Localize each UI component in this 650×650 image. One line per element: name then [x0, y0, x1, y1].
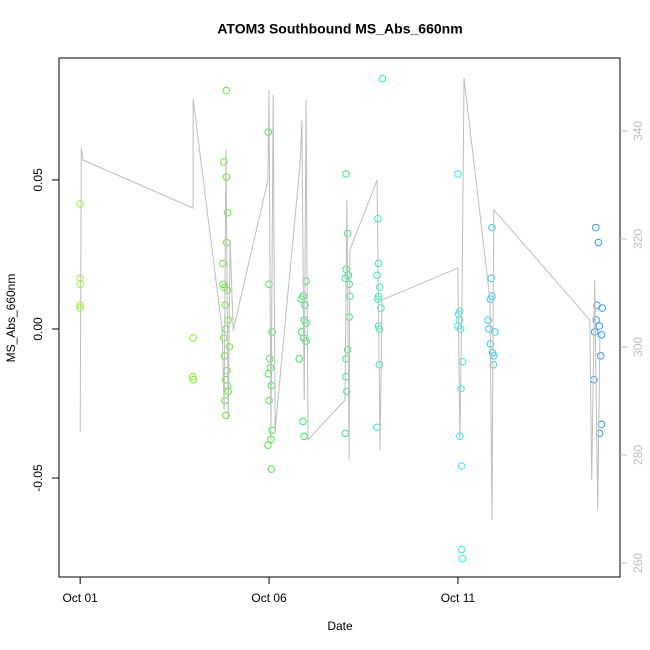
point [295, 354, 304, 363]
point [219, 259, 227, 268]
point [457, 462, 466, 470]
point [372, 423, 381, 432]
point [222, 325, 230, 333]
point [76, 301, 84, 309]
point [456, 325, 465, 333]
point [484, 316, 492, 324]
chart-title: ATOM3 Southbound MS_Abs_660nm [217, 21, 462, 37]
point [76, 274, 84, 283]
y2-tick-label: 320 [631, 229, 645, 249]
point [300, 432, 308, 441]
point [377, 304, 385, 312]
point [595, 429, 604, 438]
point [488, 223, 496, 232]
point [373, 271, 381, 280]
point [76, 280, 84, 289]
point [343, 387, 351, 396]
point [302, 319, 310, 327]
point [302, 277, 310, 286]
point [378, 74, 387, 83]
point [485, 325, 493, 333]
y2-tick-label: 280 [631, 445, 645, 465]
y2-tick-label: 260 [631, 553, 645, 573]
plot-frame [58, 57, 621, 578]
point [458, 357, 467, 366]
point [345, 313, 353, 321]
point [595, 322, 604, 330]
point [223, 366, 231, 375]
y-axis-label: MS_Abs_660nm [4, 274, 18, 363]
y-tick-label: 0.00 [31, 317, 45, 341]
point [374, 259, 383, 268]
line-series [79, 77, 601, 520]
point [592, 223, 600, 232]
point [375, 283, 384, 292]
point [597, 331, 606, 339]
point [592, 316, 601, 324]
point [222, 411, 230, 420]
point [345, 280, 353, 289]
point [221, 396, 229, 405]
point [491, 328, 499, 336]
point [598, 304, 607, 312]
point [343, 346, 352, 354]
point [224, 316, 233, 324]
point [454, 170, 462, 178]
point [265, 396, 273, 405]
y-tick-label: -0.05 [31, 464, 45, 492]
point [299, 417, 307, 426]
point [302, 337, 310, 345]
point [375, 325, 384, 333]
x-tick-label: Oct 06 [251, 591, 287, 605]
x-axis-label: Date [327, 619, 353, 633]
point [268, 426, 276, 435]
point [222, 86, 231, 95]
point [342, 170, 350, 178]
point [219, 158, 228, 166]
point [267, 465, 276, 473]
point [341, 429, 350, 438]
point [594, 238, 603, 247]
point [266, 354, 274, 363]
point [458, 554, 467, 563]
point [590, 328, 599, 336]
point [189, 375, 198, 384]
point [596, 352, 605, 360]
point [188, 372, 197, 381]
point [457, 545, 466, 554]
point [219, 334, 228, 342]
y-tick-label: 0.05 [31, 168, 45, 192]
point [76, 304, 84, 312]
point [489, 360, 498, 369]
point [264, 441, 272, 450]
point [341, 274, 350, 283]
point [597, 420, 606, 429]
x-tick-label: Oct 11 [441, 591, 476, 605]
point [223, 208, 232, 217]
x-tick-label: Oct 01 [62, 591, 98, 605]
point [265, 280, 273, 289]
y2-tick-label: 340 [631, 121, 645, 141]
point [189, 334, 197, 342]
y2-tick-label: 300 [631, 337, 645, 357]
point [76, 199, 84, 208]
